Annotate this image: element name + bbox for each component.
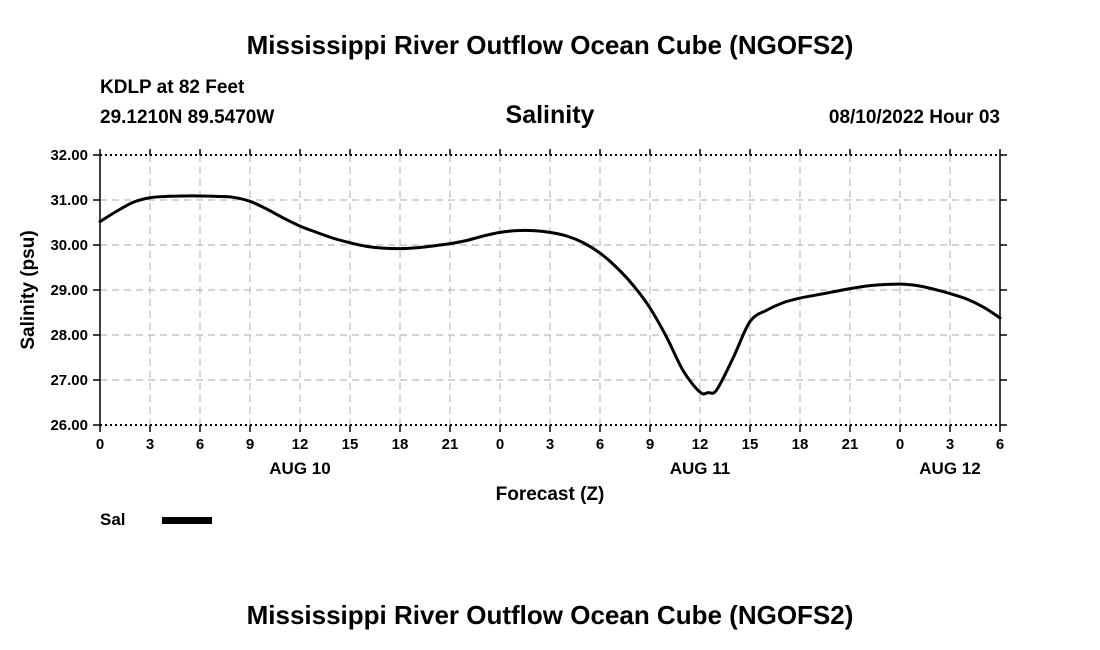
x-tick-label: 6 — [196, 436, 204, 453]
x-tick-label: 0 — [496, 436, 504, 453]
x-tick-label: 6 — [996, 436, 1004, 453]
chart-title: Mississippi River Outflow Ocean Cube (NG… — [246, 30, 854, 60]
x-tick-label: 0 — [96, 436, 104, 453]
x-tick-label: 21 — [442, 436, 459, 453]
x-tick-label: 18 — [392, 436, 409, 453]
footer-title: Mississippi River Outflow Ocean Cube (NG… — [246, 600, 854, 630]
forecast-timestamp: 08/10/2022 Hour 03 — [828, 107, 1000, 128]
station-coordinates: 29.1210N 89.5470W — [100, 107, 275, 128]
x-date-label: AUG 11 — [670, 459, 730, 478]
x-tick-label: 6 — [596, 436, 604, 453]
y-tick-label: 31.00 — [50, 192, 88, 209]
x-tick-label: 15 — [742, 436, 759, 453]
y-tick-label: 29.00 — [50, 282, 88, 299]
y-tick-label: 32.00 — [50, 147, 88, 164]
x-tick-label: 0 — [896, 436, 904, 453]
x-tick-label: 3 — [146, 436, 154, 453]
x-tick-label: 3 — [946, 436, 954, 453]
x-tick-label: 12 — [692, 436, 709, 453]
x-tick-label: 15 — [342, 436, 359, 453]
y-tick-label: 30.00 — [50, 237, 88, 254]
legend-label: Sal — [100, 510, 126, 529]
x-tick-label: 3 — [546, 436, 554, 453]
x-date-label: AUG 10 — [269, 459, 330, 478]
x-tick-label: 9 — [246, 436, 254, 453]
x-tick-label: 12 — [292, 436, 309, 453]
series-line-sal — [98, 194, 1002, 396]
chart-subtitle: Salinity — [505, 101, 595, 129]
x-axis-title: Forecast (Z) — [496, 484, 605, 505]
legend-swatch — [162, 517, 212, 524]
y-tick-label: 26.00 — [50, 417, 88, 434]
y-tick-label: 28.00 — [50, 327, 88, 344]
x-tick-label: 18 — [792, 436, 809, 453]
x-date-label: AUG 12 — [919, 459, 980, 478]
station-label: KDLP at 82 Feet — [100, 77, 245, 98]
x-tick-label: 9 — [646, 436, 654, 453]
x-tick-label: 21 — [842, 436, 859, 453]
y-axis-title: Salinity (psu) — [18, 230, 39, 349]
y-tick-label: 27.00 — [50, 372, 88, 389]
